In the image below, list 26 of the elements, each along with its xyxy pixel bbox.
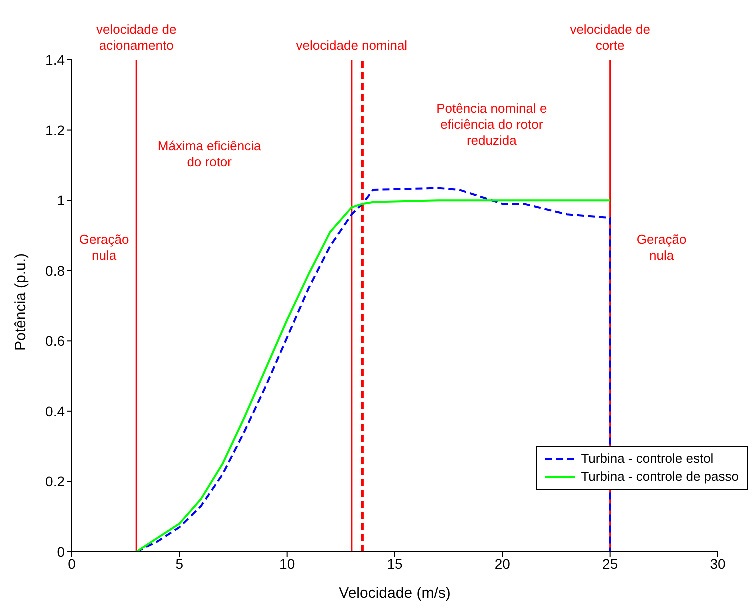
x-axis-title: Velocidade (m/s) <box>339 585 451 602</box>
x-tick-label: 15 <box>387 556 403 572</box>
x-tick-label: 25 <box>602 556 618 572</box>
ref-line-label: velocidade de corte <box>570 22 650 53</box>
y-tick-label: 0 <box>57 544 66 560</box>
y-tick-label: 0.2 <box>46 474 66 490</box>
x-tick-label: 20 <box>494 556 511 572</box>
legend-label: Turbina - controle estol <box>581 450 714 468</box>
annotation: Potência nominal e eficiência do rotor reduzida <box>436 100 548 148</box>
annotation: Máxima eficiência do rotor <box>158 138 262 170</box>
y-tick-label: 1.4 <box>46 52 66 68</box>
x-tick-label: 30 <box>710 556 726 572</box>
x-tick-label: 10 <box>280 556 296 572</box>
x-tick-label: 0 <box>68 556 76 572</box>
x-tick-label: 5 <box>176 556 184 572</box>
legend-label: Turbina - controle de passo <box>581 468 739 486</box>
y-tick-label: 0.8 <box>46 262 66 279</box>
y-tick-label: 1 <box>57 192 66 209</box>
y-tick-label: 0.4 <box>46 403 66 420</box>
y-tick-label: 1.2 <box>46 122 66 138</box>
ref-line-label: velocidade nominal <box>296 38 408 53</box>
y-tick-label: 0.6 <box>46 333 66 350</box>
y-axis-title: Potência (p.u.) <box>12 253 30 351</box>
ref-line-label: velocidade de acionamento <box>96 22 177 53</box>
annotation: Geração nula <box>79 232 130 263</box>
annotation: Geração nula <box>636 232 687 263</box>
